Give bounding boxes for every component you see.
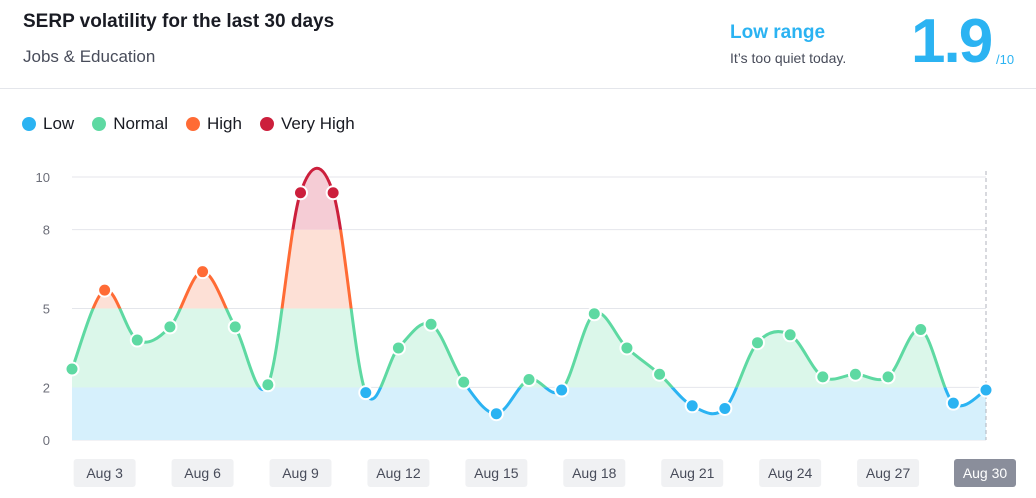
data-point[interactable] [358, 385, 374, 401]
x-tick-pill [73, 459, 136, 487]
legend-item-high[interactable]: High [185, 114, 242, 134]
x-tick[interactable]: Aug 9 [269, 459, 332, 487]
range-summary: Low range It’s too quiet today. [730, 22, 890, 66]
legend-label-normal: Normal [113, 114, 168, 133]
x-tick-label: Aug 18 [572, 465, 617, 481]
data-point[interactable] [423, 316, 439, 332]
x-tick[interactable]: Aug 24 [759, 459, 822, 487]
data-point[interactable] [978, 382, 994, 398]
legend-item-normal[interactable]: Normal [92, 114, 168, 134]
x-tick-label: Aug 15 [474, 465, 519, 481]
data-point[interactable] [390, 340, 406, 356]
x-tick-pill [857, 459, 920, 487]
data-point[interactable] [586, 306, 602, 322]
legend-dot-high-icon [185, 117, 200, 131]
y-tick-label: 10 [36, 170, 50, 185]
x-tick-pill [563, 459, 626, 487]
data-point[interactable] [554, 382, 570, 398]
legend-label-low: Low [43, 114, 75, 133]
x-tick-label: Aug 3 [86, 465, 123, 481]
data-point[interactable] [750, 335, 765, 351]
data-point[interactable] [260, 377, 276, 393]
chart-header: SERP volatility for the last 30 days Job… [0, 0, 1036, 89]
x-tick-label: Aug 21 [670, 465, 715, 481]
x-tick-pill [465, 459, 528, 487]
x-tick-label: Aug 9 [282, 465, 319, 481]
x-tick[interactable]: Aug 18 [563, 459, 626, 487]
data-point[interactable] [293, 185, 308, 201]
range-label: Low range [730, 22, 826, 43]
y-tick-label: 8 [43, 223, 50, 238]
legend: Low Normal High Very High [22, 114, 355, 134]
x-tick-pill [269, 459, 332, 487]
data-point[interactable] [880, 369, 896, 385]
data-point[interactable] [913, 322, 929, 338]
data-point[interactable] [619, 340, 635, 356]
x-tick[interactable]: Aug 6 [171, 459, 234, 487]
x-tick-label: Aug 27 [866, 465, 911, 481]
x-tick-label: Aug 30 [963, 465, 1008, 481]
area-fill-normal [72, 308, 946, 388]
x-tick[interactable]: Aug 15 [465, 459, 528, 487]
data-point[interactable] [717, 400, 733, 416]
data-point[interactable] [782, 327, 798, 343]
area-fill-low [72, 387, 986, 440]
data-point[interactable] [847, 366, 863, 382]
legend-dot-low-icon [22, 117, 36, 131]
legend-label-very-high: Very High [280, 114, 355, 133]
x-tick-label: Aug 6 [184, 465, 221, 481]
x-tick-pill [171, 459, 234, 487]
data-point[interactable] [325, 185, 341, 201]
x-tick-label: Aug 12 [376, 465, 421, 481]
x-tick-pill [759, 459, 822, 487]
x-tick[interactable]: Aug 3 [73, 459, 136, 487]
x-tick-pill [954, 459, 1016, 487]
range-description: It’s too quiet today. [730, 50, 847, 66]
category-subtitle: Jobs & Education [23, 47, 156, 66]
legend-dot-normal-icon [92, 117, 107, 131]
data-point[interactable] [162, 319, 178, 335]
data-point[interactable] [521, 372, 537, 388]
y-tick-label: 2 [43, 380, 50, 395]
data-point[interactable] [456, 374, 472, 390]
data-point[interactable] [815, 369, 831, 385]
data-point[interactable] [129, 332, 145, 348]
data-point[interactable] [97, 282, 113, 298]
data-point[interactable] [488, 406, 504, 422]
data-point[interactable] [652, 366, 668, 382]
legend-label-high: High [206, 114, 242, 133]
data-point[interactable] [195, 264, 211, 280]
data-point[interactable] [945, 395, 961, 411]
volatility-score: 1.9 [911, 7, 993, 76]
x-tick-label: Aug 24 [768, 465, 813, 481]
x-tick-pill [367, 459, 430, 487]
legend-item-very-high[interactable]: Very High [259, 114, 355, 134]
y-tick-label: 5 [43, 302, 50, 317]
data-point[interactable] [684, 398, 700, 414]
legend-dot-very-high-icon [259, 117, 274, 131]
x-tick[interactable]: Aug 21 [661, 459, 724, 487]
area-fill-high [93, 229, 352, 309]
y-tick-label: 0 [43, 433, 50, 448]
legend-item-low[interactable]: Low [22, 114, 74, 134]
x-tick-pill [661, 459, 724, 487]
chart-title: SERP volatility for the last 30 days [23, 11, 335, 32]
data-point[interactable] [64, 361, 80, 377]
x-tick[interactable]: Aug 27 [857, 459, 920, 487]
x-tick[interactable]: Aug 12 [367, 459, 430, 487]
data-point[interactable] [227, 319, 243, 335]
x-tick[interactable]: Aug 30 [954, 459, 1016, 487]
score-max: /10 [996, 52, 1015, 67]
